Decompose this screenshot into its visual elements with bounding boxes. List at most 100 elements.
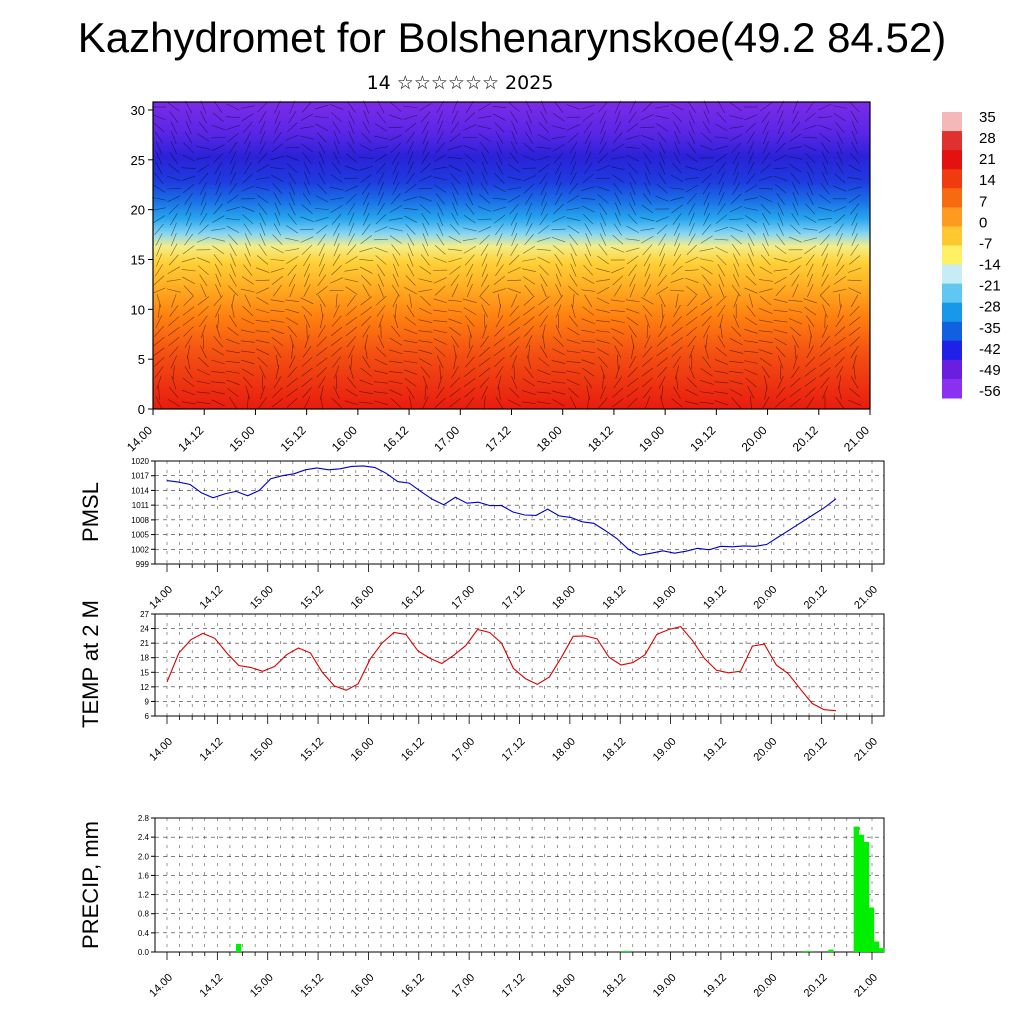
wind-streak bbox=[626, 316, 639, 326]
wind-streak bbox=[729, 388, 743, 397]
wind-streak bbox=[507, 266, 521, 274]
wind-streak bbox=[523, 276, 535, 285]
wind-streak bbox=[347, 233, 355, 246]
wind-streak bbox=[643, 284, 652, 297]
wind-streak bbox=[554, 254, 563, 266]
wind-streak bbox=[537, 134, 551, 142]
wind-streak bbox=[316, 132, 327, 143]
wind-streak bbox=[346, 376, 357, 389]
wind-streak bbox=[553, 245, 565, 255]
wind-streak bbox=[329, 197, 344, 201]
wind-streak bbox=[197, 164, 210, 173]
wind-streak bbox=[717, 264, 726, 277]
wind-streak bbox=[552, 399, 565, 407]
colorbar-segment bbox=[942, 188, 962, 208]
wind-streak bbox=[687, 233, 696, 246]
wind-streak bbox=[789, 133, 802, 142]
wind-streak bbox=[334, 365, 340, 379]
wind-streak bbox=[359, 379, 373, 386]
wind-streak bbox=[582, 112, 594, 122]
wind-streak bbox=[333, 141, 340, 155]
wind-streak bbox=[418, 349, 433, 354]
wind-streak bbox=[374, 358, 388, 366]
x-tick-label: 14.12 bbox=[198, 972, 226, 1000]
wind-streak bbox=[200, 202, 207, 216]
wind-streak bbox=[226, 206, 240, 212]
wind-streak bbox=[361, 182, 371, 195]
wind-streak bbox=[538, 264, 549, 276]
wind-streak bbox=[392, 253, 400, 267]
wind-streak bbox=[744, 287, 758, 294]
wind-streak bbox=[286, 225, 299, 234]
wind-streak bbox=[628, 111, 637, 124]
wind-streak bbox=[537, 256, 551, 264]
wind-streak bbox=[348, 120, 355, 135]
wind-streak bbox=[699, 144, 714, 151]
precip-bar bbox=[868, 907, 875, 952]
wind-streak bbox=[524, 234, 534, 246]
wind-streak bbox=[659, 151, 666, 165]
wind-streak bbox=[612, 275, 624, 286]
wind-streak bbox=[245, 385, 251, 400]
wind-streak bbox=[289, 192, 296, 206]
wind-streak bbox=[497, 304, 502, 318]
wind-streak bbox=[403, 360, 418, 364]
wind-streak bbox=[762, 243, 770, 257]
wind-streak bbox=[820, 141, 830, 154]
wind-streak bbox=[569, 396, 577, 410]
wind-streak bbox=[271, 246, 284, 254]
wind-streak bbox=[436, 233, 445, 246]
wind-streak bbox=[493, 337, 506, 347]
wind-streak bbox=[480, 243, 489, 256]
wind-streak bbox=[360, 173, 372, 183]
wind-streak bbox=[362, 284, 370, 297]
wind-streak bbox=[522, 245, 536, 254]
wind-streak bbox=[156, 151, 162, 165]
wind-streak bbox=[481, 161, 488, 175]
wind-streak bbox=[611, 267, 625, 274]
wind-streak bbox=[673, 121, 681, 134]
wind-streak bbox=[392, 171, 399, 186]
wind-streak bbox=[511, 233, 518, 247]
wind-streak bbox=[244, 131, 252, 144]
wind-streak bbox=[241, 276, 254, 285]
wind-streak bbox=[344, 185, 358, 192]
wind-streak bbox=[644, 396, 651, 410]
wind-streak bbox=[791, 274, 800, 287]
wind-streak bbox=[448, 164, 462, 172]
wind-streak bbox=[818, 206, 832, 212]
colorbar-label: 7 bbox=[979, 193, 987, 210]
wind-streak bbox=[659, 161, 666, 175]
wind-streak bbox=[388, 360, 403, 364]
wind-streak bbox=[835, 223, 844, 236]
wind-streak bbox=[185, 202, 192, 216]
x-tick-label: 15.12 bbox=[298, 736, 326, 764]
wind-streak bbox=[525, 100, 533, 114]
wind-streak bbox=[596, 279, 610, 282]
wind-streak bbox=[303, 396, 311, 410]
wind-streak bbox=[759, 195, 773, 203]
wind-streak bbox=[345, 388, 358, 397]
wind-streak bbox=[675, 365, 679, 380]
wind-streak bbox=[790, 121, 801, 133]
wind-streak bbox=[196, 156, 211, 160]
wind-streak bbox=[836, 131, 844, 144]
wind-streak bbox=[152, 197, 166, 201]
wind-streak bbox=[700, 296, 713, 306]
wind-streak bbox=[685, 256, 699, 264]
wind-streak bbox=[403, 106, 418, 108]
wind-streak bbox=[404, 287, 417, 295]
wind-streak bbox=[750, 395, 752, 410]
wind-streak bbox=[184, 233, 193, 246]
wind-streak bbox=[715, 123, 728, 132]
wind-streak bbox=[687, 142, 697, 154]
wind-streak bbox=[405, 224, 416, 235]
wind-streak bbox=[673, 304, 681, 318]
wind-streak bbox=[362, 192, 370, 206]
wind-streak bbox=[333, 223, 341, 236]
wind-streak bbox=[492, 197, 507, 200]
wind-streak bbox=[661, 303, 663, 319]
wind-streak bbox=[211, 144, 225, 152]
wind-streak bbox=[597, 194, 609, 204]
wind-streak bbox=[507, 176, 522, 181]
